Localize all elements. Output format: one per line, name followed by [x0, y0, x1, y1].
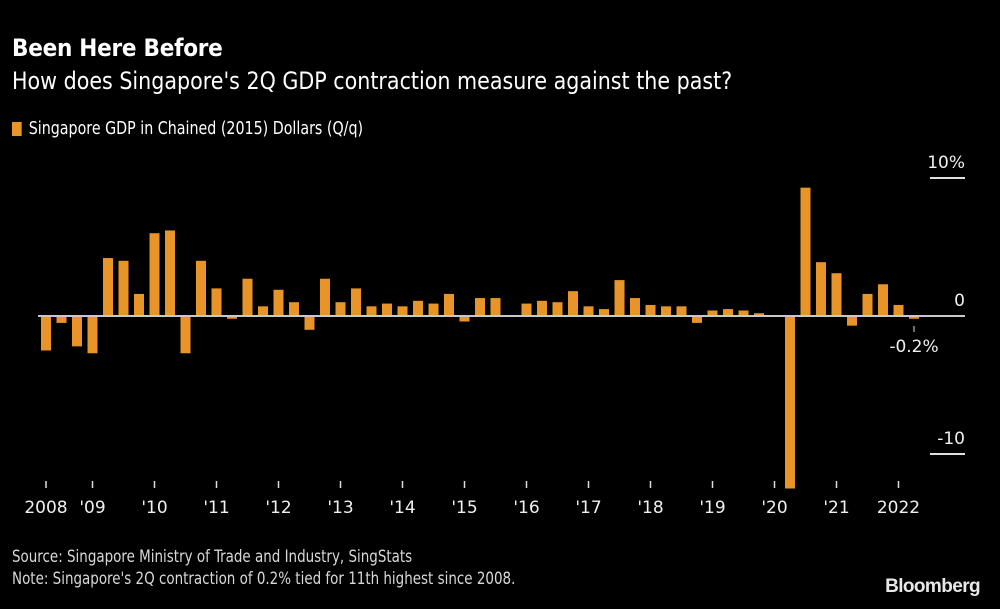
bar [258, 306, 268, 316]
bar [521, 303, 532, 316]
bar [118, 260, 129, 316]
x-axis: 2008 '09 '10 '11 '12 '13 '14 '15 '16 '17 '18 '19 '20… [24, 481, 920, 518]
bar [568, 291, 578, 316]
bar [785, 316, 795, 489]
bar [645, 304, 656, 316]
bar [428, 303, 439, 316]
bar [227, 316, 237, 319]
bar [893, 304, 904, 316]
x-tick-label: '12 [265, 498, 291, 518]
x-tick-label: '21 [823, 498, 849, 518]
source-text: Source: Singapore Ministry of Trade and … [12, 547, 413, 567]
bar [552, 302, 563, 316]
bar [103, 258, 113, 316]
x-tick-label: '18 [637, 498, 663, 518]
x-tick-label: '09 [79, 498, 105, 518]
bloomberg-logo: Bloomberg [885, 576, 980, 597]
x-tick-label: 2008 [24, 498, 67, 518]
x-tick-label: 2022 [877, 498, 920, 518]
note-text: Note: Singapore's 2Q contraction of 0.2%… [12, 569, 516, 589]
bar [180, 316, 191, 354]
x-tick-label: '17 [575, 498, 601, 518]
bar [397, 306, 408, 316]
legend-label: Singapore GDP in Chained (2015) Dollars … [28, 118, 364, 139]
bar [692, 316, 702, 323]
bar [382, 303, 392, 316]
bar [413, 300, 423, 316]
bar [676, 306, 687, 316]
bar [335, 302, 346, 316]
footer: Source: Singapore Ministry of Trade and … [12, 546, 515, 590]
bar [196, 260, 206, 316]
bar [754, 313, 764, 316]
bar [909, 316, 919, 319]
bar [707, 310, 718, 316]
bar [87, 316, 98, 354]
bar [630, 298, 640, 316]
y-tick-label: 10% [927, 153, 965, 173]
bar [847, 316, 857, 326]
y-axis: 10% 0 -10 [927, 153, 965, 455]
bar [459, 316, 470, 322]
x-tick-label: '16 [513, 498, 539, 518]
legend-swatch [12, 121, 22, 136]
bar [444, 293, 454, 316]
x-tick-label: '10 [141, 498, 167, 518]
legend: Singapore GDP in Chained (2015) Dollars … [12, 118, 363, 139]
y-tick-label: -10 [937, 429, 965, 449]
bar [537, 300, 547, 316]
bar [320, 278, 330, 316]
x-tick-label: '14 [389, 498, 415, 518]
bars-group [41, 187, 919, 489]
bar [72, 316, 82, 347]
bar [816, 262, 826, 316]
bar [583, 306, 594, 316]
x-tick-label: '15 [451, 498, 477, 518]
bar [149, 233, 160, 316]
chart-subtitle: How does Singapore's 2Q GDP contraction … [12, 67, 733, 95]
x-tick-label: '20 [761, 498, 787, 518]
bar [723, 309, 733, 316]
bar [242, 278, 253, 316]
bar [289, 302, 299, 316]
bar [831, 273, 842, 316]
annotation-group: -0.2% [889, 326, 939, 357]
bar [273, 289, 284, 316]
x-tick-label: '11 [203, 498, 229, 518]
x-tick-label: '13 [327, 498, 353, 518]
y-tick-label: 0 [954, 291, 965, 311]
bar [351, 288, 361, 316]
bar [614, 280, 625, 316]
bar [165, 230, 175, 316]
bar [134, 293, 144, 316]
bar [661, 306, 671, 316]
bar [211, 288, 222, 316]
bar [475, 298, 485, 316]
bar [738, 310, 749, 316]
bar [878, 284, 888, 316]
bar [490, 298, 501, 316]
bar [41, 316, 51, 351]
last-value-label: -0.2% [889, 337, 938, 357]
x-tick-label: '19 [699, 498, 725, 518]
bar [304, 316, 315, 330]
bar [599, 309, 609, 316]
bar [800, 187, 811, 316]
bar [56, 316, 67, 323]
chart-title: Been Here Before [12, 34, 223, 62]
bar [366, 306, 377, 316]
bar [862, 293, 873, 316]
